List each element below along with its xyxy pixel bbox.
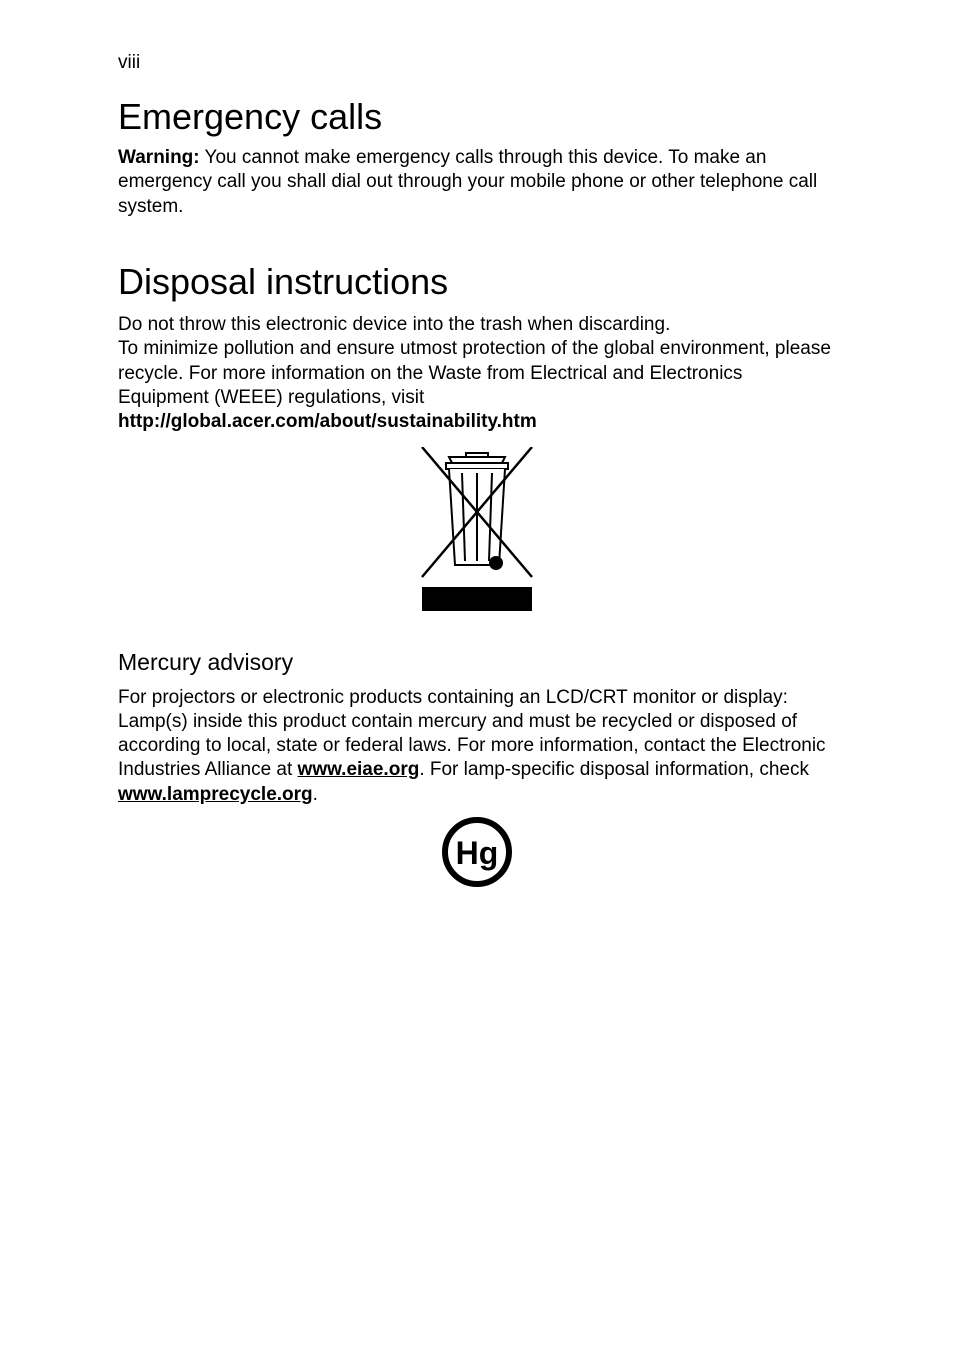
warning-label: Warning: <box>118 147 200 168</box>
mercury-text-end: . <box>313 784 318 805</box>
warning-text: You cannot make emergency calls through … <box>118 147 817 217</box>
disposal-rest: To minimize pollution and ensure utmost … <box>118 338 831 408</box>
emergency-warning-paragraph: Warning: You cannot make emergency calls… <box>118 146 836 219</box>
svg-text:Hg: Hg <box>456 835 499 871</box>
disposal-line1: Do not throw this electronic device into… <box>118 314 670 335</box>
link-eiae[interactable]: www.eiae.org <box>298 759 420 780</box>
mercury-text-mid: . For lamp-specific disposal information… <box>419 759 809 780</box>
weee-crossed-bin-icon <box>392 447 562 622</box>
subheading-mercury-advisory: Mercury advisory <box>118 649 836 676</box>
link-lamprecycle[interactable]: www.lamprecycle.org <box>118 784 313 805</box>
page-number: viii <box>118 52 836 74</box>
heading-disposal-instructions: Disposal instructions <box>118 261 836 303</box>
document-page: viii Emergency calls Warning: You cannot… <box>0 0 954 894</box>
mercury-paragraph: For projectors or electronic products co… <box>118 686 836 808</box>
weee-figure <box>118 447 836 627</box>
heading-emergency-calls: Emergency calls <box>118 96 836 138</box>
disposal-paragraph: Do not throw this electronic device into… <box>118 313 836 435</box>
hg-figure: Hg <box>118 815 836 894</box>
disposal-url: http://global.acer.com/about/sustainabil… <box>118 411 537 432</box>
hg-mercury-icon: Hg <box>440 815 514 889</box>
